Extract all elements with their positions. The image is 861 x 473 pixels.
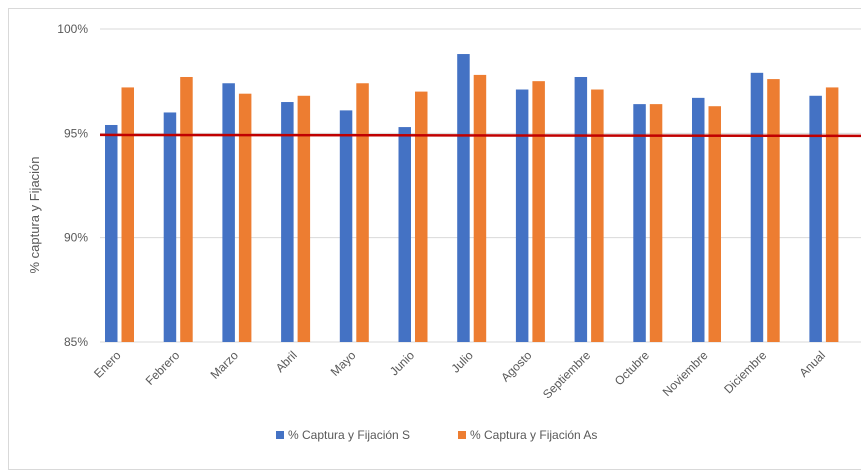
bar-series-as [121, 87, 134, 342]
bar-series-s [692, 97, 705, 342]
bar-series-as [825, 87, 839, 342]
x-tick-label: Mayo [328, 348, 359, 379]
bar-series-as [297, 95, 311, 342]
bar-series-s [515, 89, 529, 342]
x-tick-label: Septiembre [540, 348, 594, 402]
bar-series-s [633, 104, 646, 343]
bars [105, 54, 839, 343]
bar-series-as [238, 93, 252, 342]
bar-series-s [339, 110, 353, 342]
legend-label: % Captura y Fijación As [470, 428, 597, 442]
x-tick-label: Octubre [612, 348, 652, 388]
bar-series-s [750, 72, 764, 342]
legend-swatch [458, 431, 466, 439]
x-tick-label: Julio [448, 348, 476, 376]
legend-label: % Captura y Fijación S [288, 428, 410, 442]
bar-series-s [163, 112, 177, 342]
x-tick-label: Marzo [208, 348, 242, 382]
x-tick-label: Enero [91, 348, 124, 381]
legend-swatch [276, 431, 284, 439]
legend: % Captura y Fijación S % Captura y Fijaci… [276, 428, 597, 442]
bar-series-as [180, 76, 193, 342]
bar-series-s [574, 76, 588, 342]
x-tick-label: Febrero [143, 348, 183, 388]
bar-series-s [222, 83, 235, 343]
reference-line [99, 133, 861, 138]
reference-line-stroke [99, 133, 861, 138]
bar-series-as [356, 83, 369, 343]
bar-series-s [809, 95, 822, 342]
bar-series-s [398, 127, 411, 342]
bar-series-as [708, 106, 721, 342]
bar-series-s [105, 124, 118, 342]
x-tick-label: Anual [796, 348, 828, 380]
x-tick-label: Agosto [498, 348, 535, 385]
y-tick-label: 85% [64, 335, 88, 349]
bar-series-as [591, 89, 604, 342]
y-tick-label: 90% [64, 231, 88, 245]
x-axis-tick-labels: Enero Febrero Marzo Abril Mayo Junio Julio Agos… [91, 348, 828, 402]
x-tick-label: Noviembre [660, 348, 711, 399]
y-tick-label: 100% [57, 22, 88, 36]
x-tick-label: Junio [387, 348, 417, 378]
y-axis-tick-labels: 85% 90% 95% 100% [57, 22, 88, 349]
bar-series-as [532, 81, 545, 343]
bar-series-s [281, 102, 294, 343]
y-tick-label: 95% [64, 126, 88, 140]
x-tick-label: Abril [273, 348, 300, 375]
bar-series-as [415, 91, 428, 342]
bar-series-as [473, 74, 487, 342]
x-tick-label: Diciembre [721, 348, 769, 396]
bar-series-s [457, 54, 470, 342]
bar-series-as [767, 79, 780, 342]
y-axis-title: % captura y Fijación [27, 156, 42, 273]
bar-series-as [649, 104, 663, 343]
